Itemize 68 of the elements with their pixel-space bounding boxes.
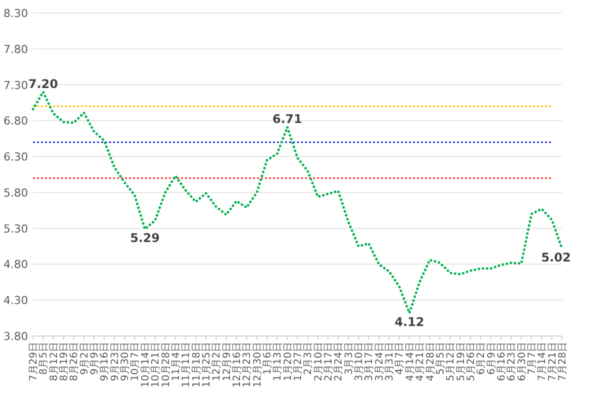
- x-tick-label: 1月6日: [262, 342, 274, 375]
- x-tick-label: 11月25日: [201, 342, 212, 388]
- x-tick-label: 3月24日: [374, 342, 386, 382]
- x-tick-label: 7月14日: [537, 342, 548, 382]
- x-tick-label: 4月28日: [425, 342, 436, 382]
- x-tick-label: 1月13日: [272, 342, 284, 382]
- x-tick-label: 5月26日: [466, 342, 477, 382]
- x-tick-label: 10月21日: [150, 342, 162, 388]
- y-tick-label: 5.80: [4, 186, 28, 200]
- x-tick-label: 9月30日: [120, 342, 132, 382]
- x-tick-label: 11月4日: [170, 342, 182, 382]
- y-tick-label: 5.30: [4, 222, 28, 236]
- x-tick-label: 1月20日: [282, 342, 294, 382]
- x-tick-label: 3月10日: [354, 342, 366, 382]
- x-tick-label: 6月9日: [486, 342, 498, 375]
- x-tick-label: 8月19日: [59, 342, 70, 382]
- x-tick-label: 11月11日: [181, 342, 192, 388]
- x-tick-label: 12月2日: [212, 342, 223, 382]
- x-tick-label: 10月7日: [130, 342, 142, 382]
- x-tick-label: 4月7日: [394, 342, 406, 375]
- x-tick-label: 5月12日: [446, 342, 457, 382]
- x-tick-label: 9月23日: [110, 342, 121, 382]
- x-tick-label: 4月21日: [415, 342, 426, 382]
- y-tick-label: 4.30: [4, 294, 28, 308]
- x-tick-label: 2月3日: [303, 342, 314, 375]
- x-tick-label: 9月2日: [79, 342, 90, 375]
- annotation: 4.12: [394, 315, 424, 330]
- y-tick-label: 6.30: [4, 150, 28, 164]
- annotation: 7.20: [28, 76, 58, 91]
- x-tick-label: 3月3日: [344, 342, 355, 375]
- x-tick-label: 6月16日: [496, 342, 508, 382]
- x-tick-label: 12月9日: [222, 342, 233, 382]
- x-tick-label: 5月5日: [435, 342, 446, 375]
- x-tick-label: 2月10日: [313, 342, 324, 382]
- x-tick-label: 1月27日: [293, 342, 304, 382]
- y-tick-label: 8.30: [4, 7, 28, 20]
- x-tick-label: 7月7日: [526, 342, 538, 375]
- x-tick-label: 12月16日: [232, 342, 243, 388]
- x-tick-label: 2月17日: [324, 342, 335, 382]
- x-tick-label: 6月23日: [506, 342, 518, 382]
- x-tick-label: 3月17日: [364, 342, 376, 382]
- x-tick-label: 4月14日: [404, 342, 416, 382]
- annotation: 5.29: [130, 231, 160, 246]
- y-tick-label: 7.30: [4, 78, 28, 92]
- x-tick-label: 6月2日: [476, 342, 488, 375]
- x-tick-label: 9月9日: [90, 342, 101, 375]
- x-tick-label: 8月12日: [48, 342, 60, 382]
- x-tick-label: 11月18日: [191, 342, 202, 388]
- x-tick-label: 10月14日: [140, 342, 152, 388]
- x-tick-label: 9月16日: [100, 342, 111, 382]
- x-tick-label: 10月28日: [160, 342, 172, 388]
- y-tick-label: 7.80: [4, 42, 28, 56]
- x-tick-label: 3月31日: [384, 342, 396, 382]
- x-tick-label: 8月26日: [69, 342, 80, 382]
- y-tick-label: 3.80: [4, 330, 28, 343]
- x-tick-label: 2月24日: [334, 342, 345, 382]
- x-tick-label: 6月30日: [516, 342, 528, 382]
- y-tick-label: 6.80: [4, 114, 28, 128]
- x-tick-label: 7月28日: [558, 342, 568, 382]
- annotation: 5.02: [541, 250, 571, 264]
- x-tick-label: 5月19日: [456, 342, 467, 382]
- x-tick-label: 7月21日: [547, 342, 558, 382]
- y-tick-label: 4.80: [4, 258, 28, 272]
- annotation: 6.71: [272, 112, 302, 126]
- x-tick-label: 12月30日: [252, 342, 264, 388]
- x-tick-label: 7月29日: [28, 342, 40, 382]
- x-tick-label: 8月5日: [38, 342, 50, 375]
- x-tick-label: 12月23日: [242, 342, 254, 388]
